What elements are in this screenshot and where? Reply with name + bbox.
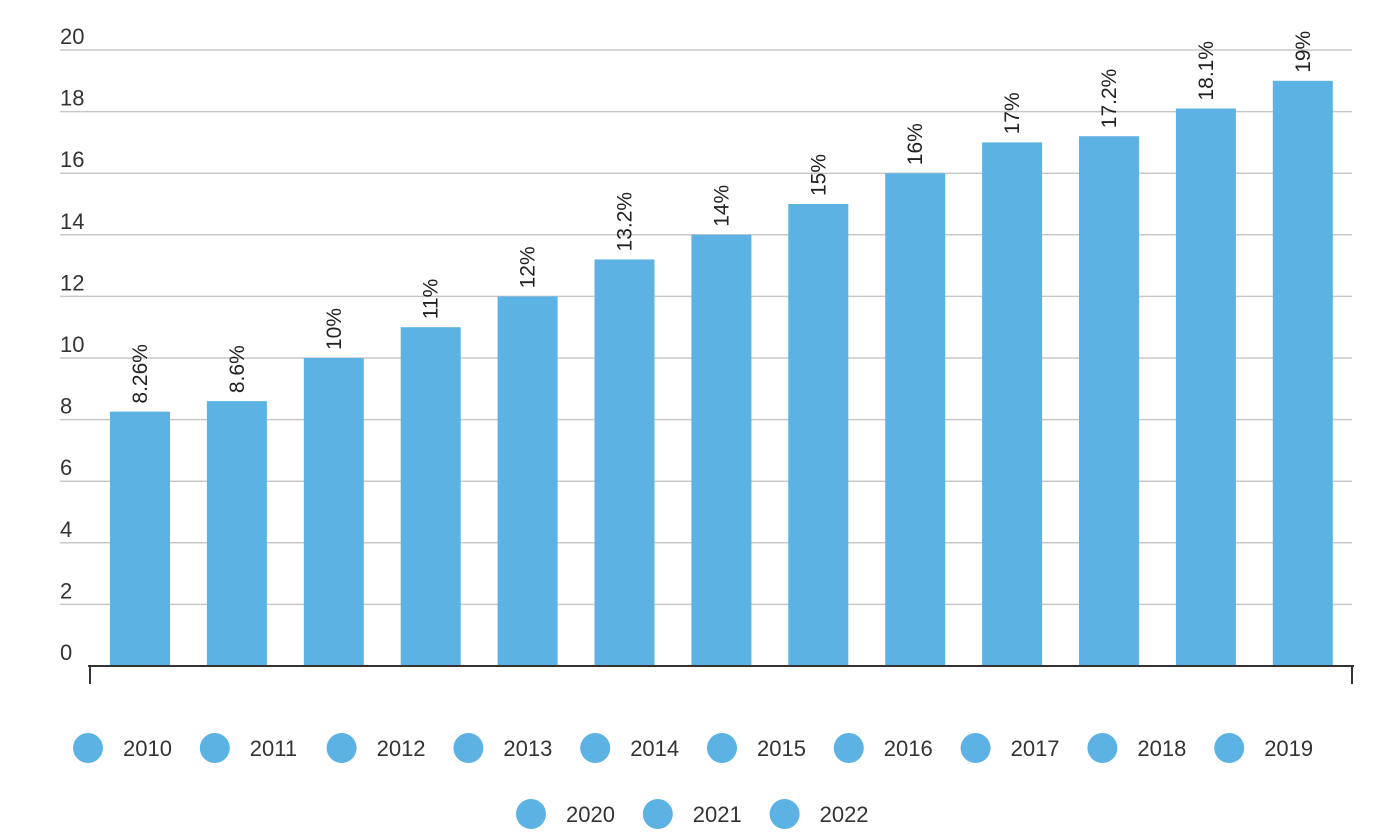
legend-label-2016: 2016 bbox=[884, 736, 933, 761]
y-tick-label-2: 2 bbox=[60, 578, 72, 603]
legend: 2010 2011 2012 2013 2014 2015 2016 2017 2018 2019… bbox=[73, 733, 1313, 829]
bar-2017 bbox=[788, 204, 849, 666]
legend-label-2018: 2018 bbox=[1137, 736, 1186, 761]
legend-marker-2016 bbox=[833, 733, 864, 763]
legend-label-2015: 2015 bbox=[757, 736, 806, 761]
bar-2018 bbox=[885, 173, 946, 666]
legend-marker-2015 bbox=[707, 733, 737, 763]
y-tick-label-4: 4 bbox=[60, 517, 72, 542]
bar-2019 bbox=[982, 142, 1043, 666]
y-tick-label-16: 16 bbox=[60, 147, 84, 172]
legend-marker-2011 bbox=[199, 733, 230, 763]
data-label-2010: 8.26% bbox=[129, 344, 152, 404]
data-label-2013: 11% bbox=[420, 279, 443, 319]
bar-2013 bbox=[400, 327, 461, 666]
y-tick-label-20: 20 bbox=[60, 24, 84, 49]
data-label-2012: 10% bbox=[323, 308, 346, 350]
legend-label-2012: 2012 bbox=[377, 736, 426, 761]
y-axis-ticks: 0 2 4 6 8 10 12 14 16 18 20 bbox=[60, 24, 84, 665]
legend-marker-2021 bbox=[642, 799, 673, 829]
legend-marker-2022 bbox=[769, 799, 800, 829]
y-tick-label-12: 12 bbox=[60, 270, 84, 295]
bar-2021 bbox=[1175, 108, 1236, 666]
bar-2016 bbox=[691, 234, 752, 667]
y-tick-label-10: 10 bbox=[60, 332, 84, 357]
bar-2012 bbox=[303, 358, 364, 666]
legend-label-2010: 2010 bbox=[123, 736, 172, 761]
legend-label-2022: 2022 bbox=[820, 802, 869, 827]
bar-2020 bbox=[1079, 136, 1139, 667]
legend-label-2021: 2021 bbox=[693, 802, 742, 827]
legend-label-2014: 2014 bbox=[630, 736, 679, 761]
x-axis bbox=[88, 665, 1354, 684]
legend-marker-2012 bbox=[326, 733, 357, 763]
y-tick-label-0: 0 bbox=[60, 640, 72, 665]
bar-2010 bbox=[110, 411, 170, 666]
legend-label-2020: 2020 bbox=[566, 802, 615, 827]
y-tick-label-6: 6 bbox=[60, 455, 72, 480]
data-labels: 8.26% 8.6% 10% 11% 12% 13.2% 14% 15% 16% 17% 17.2%… bbox=[129, 31, 1315, 404]
legend-label-2013: 2013 bbox=[503, 736, 552, 761]
bar-2022 bbox=[1272, 80, 1333, 667]
bars bbox=[110, 80, 1333, 667]
legend-label-2019: 2019 bbox=[1264, 736, 1313, 761]
legend-marker-2019 bbox=[1214, 733, 1245, 763]
legend-marker-2017 bbox=[960, 733, 991, 763]
data-label-2011: 8.6% bbox=[226, 345, 249, 393]
data-label-2014: 12% bbox=[517, 246, 540, 288]
y-tick-label-18: 18 bbox=[60, 86, 84, 111]
data-label-2017: 15% bbox=[807, 154, 830, 196]
bar-2014 bbox=[497, 296, 558, 666]
legend-marker-2013 bbox=[453, 733, 484, 763]
bar-2011 bbox=[206, 401, 267, 666]
data-label-2015: 13.2% bbox=[614, 192, 637, 252]
legend-label-2017: 2017 bbox=[1011, 736, 1060, 761]
data-label-2020: 17.2% bbox=[1098, 69, 1121, 129]
data-label-2016: 14% bbox=[710, 185, 733, 227]
data-label-2018: 16% bbox=[904, 123, 927, 165]
legend-marker-2010 bbox=[73, 733, 103, 763]
legend-marker-2020 bbox=[516, 799, 546, 829]
data-label-2022: 19% bbox=[1292, 31, 1315, 73]
y-tick-label-8: 8 bbox=[60, 394, 72, 419]
y-tick-label-14: 14 bbox=[60, 209, 84, 234]
legend-marker-2018 bbox=[1087, 733, 1118, 763]
data-label-2021: 18.1% bbox=[1195, 41, 1218, 101]
legend-label-2011: 2011 bbox=[250, 736, 297, 761]
bar-2015 bbox=[594, 259, 655, 666]
legend-marker-2014 bbox=[580, 733, 611, 763]
data-label-2019: 17% bbox=[1001, 92, 1024, 134]
